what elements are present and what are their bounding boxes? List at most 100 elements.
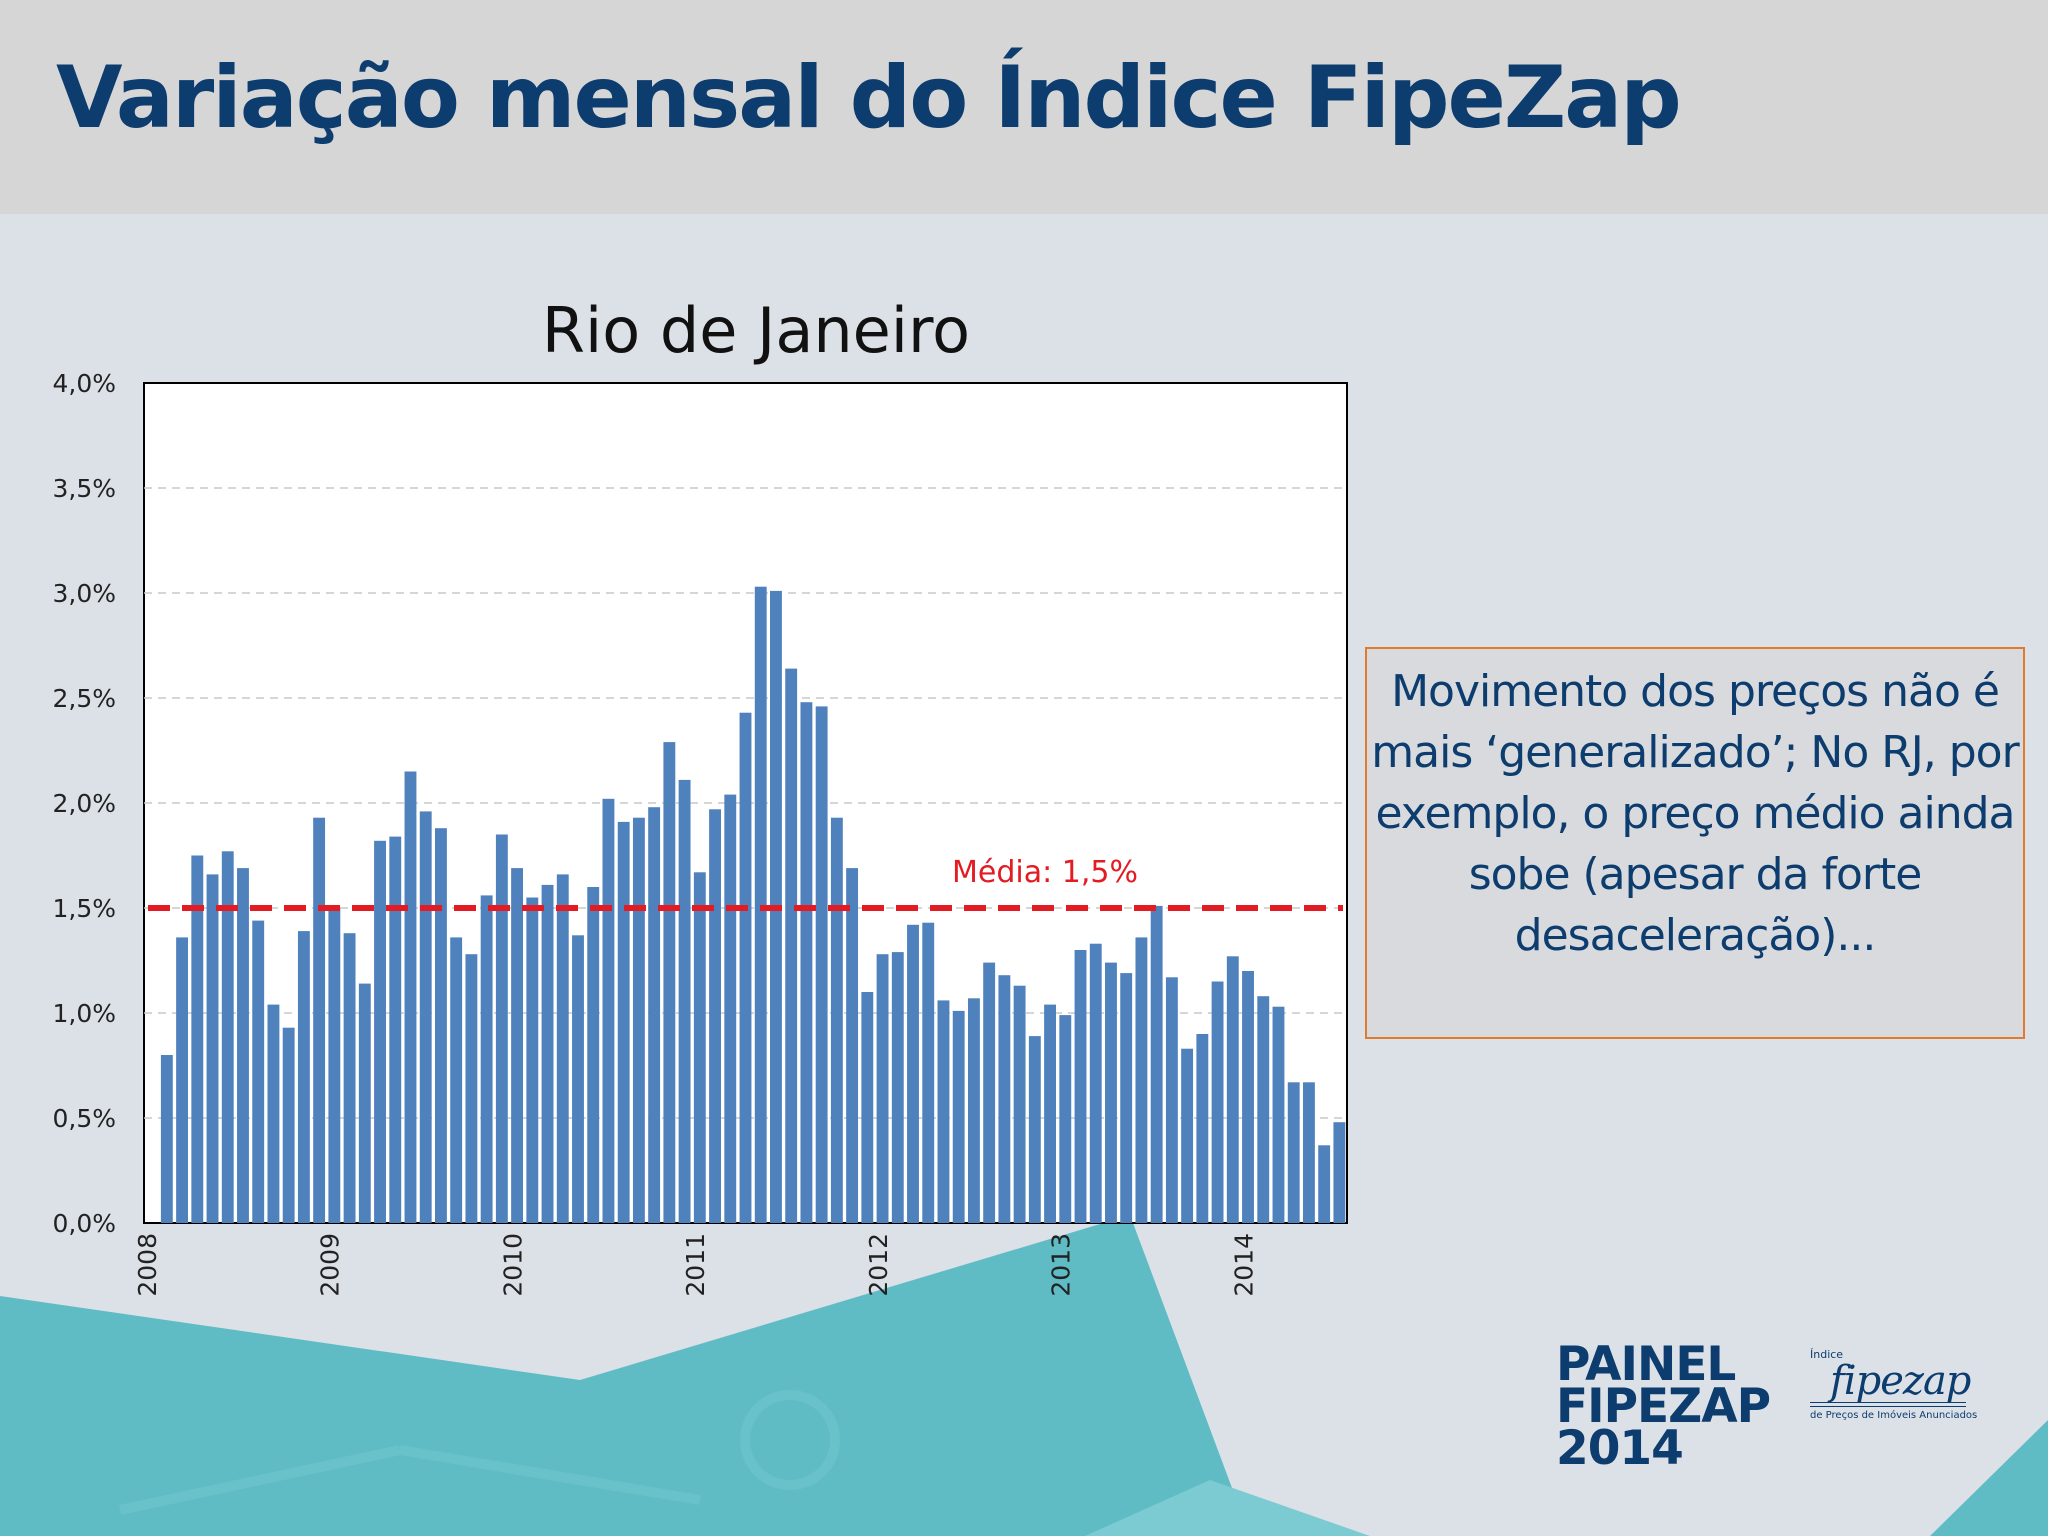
logo-rule [1810, 1402, 1966, 1403]
bar [861, 992, 874, 1223]
bar [1302, 1082, 1315, 1223]
bar [830, 817, 843, 1223]
bar [663, 742, 676, 1223]
chart-title: Rio de Janeiro [542, 294, 970, 367]
bar [191, 855, 204, 1223]
brand-line-1: PAINEL [1556, 1337, 1736, 1392]
bar [358, 983, 371, 1223]
bar [480, 895, 493, 1223]
bar [952, 1010, 965, 1223]
bar [1089, 943, 1102, 1223]
fipezap-logo-icon: Índice fipezap de Preços de Imóveis Anun… [1808, 1348, 1977, 1428]
bar [632, 817, 645, 1223]
bar [556, 874, 569, 1223]
bars [160, 586, 1346, 1223]
bar [983, 962, 996, 1223]
bar [282, 1027, 295, 1223]
bar [495, 834, 508, 1223]
bar [404, 771, 417, 1223]
bar [419, 811, 432, 1223]
bar [1196, 1034, 1209, 1223]
bar [1165, 977, 1178, 1223]
bar [252, 920, 265, 1223]
bar [1105, 962, 1117, 1223]
y-tick-label: 2,0% [52, 789, 116, 818]
bar [237, 868, 249, 1223]
bar [1044, 1004, 1056, 1223]
bar [267, 1004, 280, 1223]
bar [678, 779, 691, 1223]
bar [313, 817, 326, 1223]
bar [724, 794, 737, 1223]
y-tick-label: 1,0% [52, 999, 116, 1028]
bar [617, 821, 630, 1223]
bar [648, 807, 661, 1223]
mean-line-group: Média: 1,5% [148, 855, 1343, 911]
bar [511, 868, 524, 1223]
bar [328, 908, 341, 1223]
bar [572, 935, 584, 1223]
y-tick-label: 0,5% [52, 1104, 116, 1133]
x-axis: 2008 2009 2010 2011 2012 2013 2014 [133, 1233, 1258, 1297]
bar [176, 937, 189, 1223]
bar [739, 712, 752, 1223]
y-tick-label: 1,5% [52, 894, 116, 923]
bar [693, 872, 706, 1223]
x-tick-label: 2008 [133, 1233, 162, 1297]
bar [374, 840, 386, 1223]
x-tick-label: 2009 [316, 1233, 345, 1297]
bar [967, 998, 980, 1223]
y-tick-label: 4,0% [52, 369, 116, 398]
bar [1074, 950, 1087, 1223]
bar [206, 874, 219, 1223]
annotation-text: Movimento dos preços não é mais ‘general… [1371, 666, 2019, 961]
header-band: Variação mensal do Índice FipeZap [0, 0, 2048, 214]
bar [389, 836, 402, 1223]
brand-wordmark: PAINEL FIPEZAP 2014 [1556, 1337, 1771, 1476]
bar [297, 931, 310, 1223]
bar [1181, 1048, 1194, 1223]
bar [1013, 985, 1026, 1223]
brand-line-2: FIPEZAP [1556, 1379, 1771, 1434]
bar [587, 887, 600, 1223]
bar [937, 1000, 950, 1223]
bar [541, 884, 554, 1223]
brand-line-3: 2014 [1556, 1421, 1684, 1476]
bar [922, 922, 935, 1223]
bar [815, 706, 828, 1223]
bar [1150, 905, 1163, 1223]
y-tick-label: 3,0% [52, 579, 116, 608]
bar [1211, 981, 1224, 1223]
bar [800, 702, 813, 1223]
bar [221, 851, 234, 1223]
bar [876, 954, 889, 1223]
bar [846, 868, 859, 1223]
x-tick-label: 2010 [498, 1233, 527, 1297]
bar [465, 954, 478, 1223]
bar [160, 1055, 173, 1223]
bar [754, 586, 767, 1223]
x-tick-label: 2014 [1229, 1233, 1258, 1297]
bar [907, 924, 919, 1223]
bar [1287, 1082, 1300, 1223]
page-title: Variação mensal do Índice FipeZap [56, 48, 1682, 148]
annotation-box: Movimento dos preços não é mais ‘general… [1365, 647, 2025, 1039]
bar [1226, 956, 1239, 1223]
logo-small-label: Índice [1810, 1348, 1844, 1361]
bar [435, 828, 447, 1223]
logo-rule-2 [1810, 1406, 1966, 1407]
y-tick-label: 2,5% [52, 684, 116, 713]
x-tick-label: 2013 [1047, 1233, 1076, 1297]
bar [1272, 1006, 1285, 1223]
bar [1028, 1036, 1041, 1223]
bar [998, 975, 1011, 1223]
x-tick-label: 2012 [864, 1233, 893, 1297]
mean-label: Média: 1,5% [952, 855, 1138, 890]
logo-name: fipezap [1830, 1358, 1971, 1404]
bar [1242, 971, 1254, 1223]
bar [891, 952, 904, 1223]
logo-tagline: de Preços de Imóveis Anunciados [1810, 1410, 1978, 1421]
bar [1059, 1015, 1072, 1223]
